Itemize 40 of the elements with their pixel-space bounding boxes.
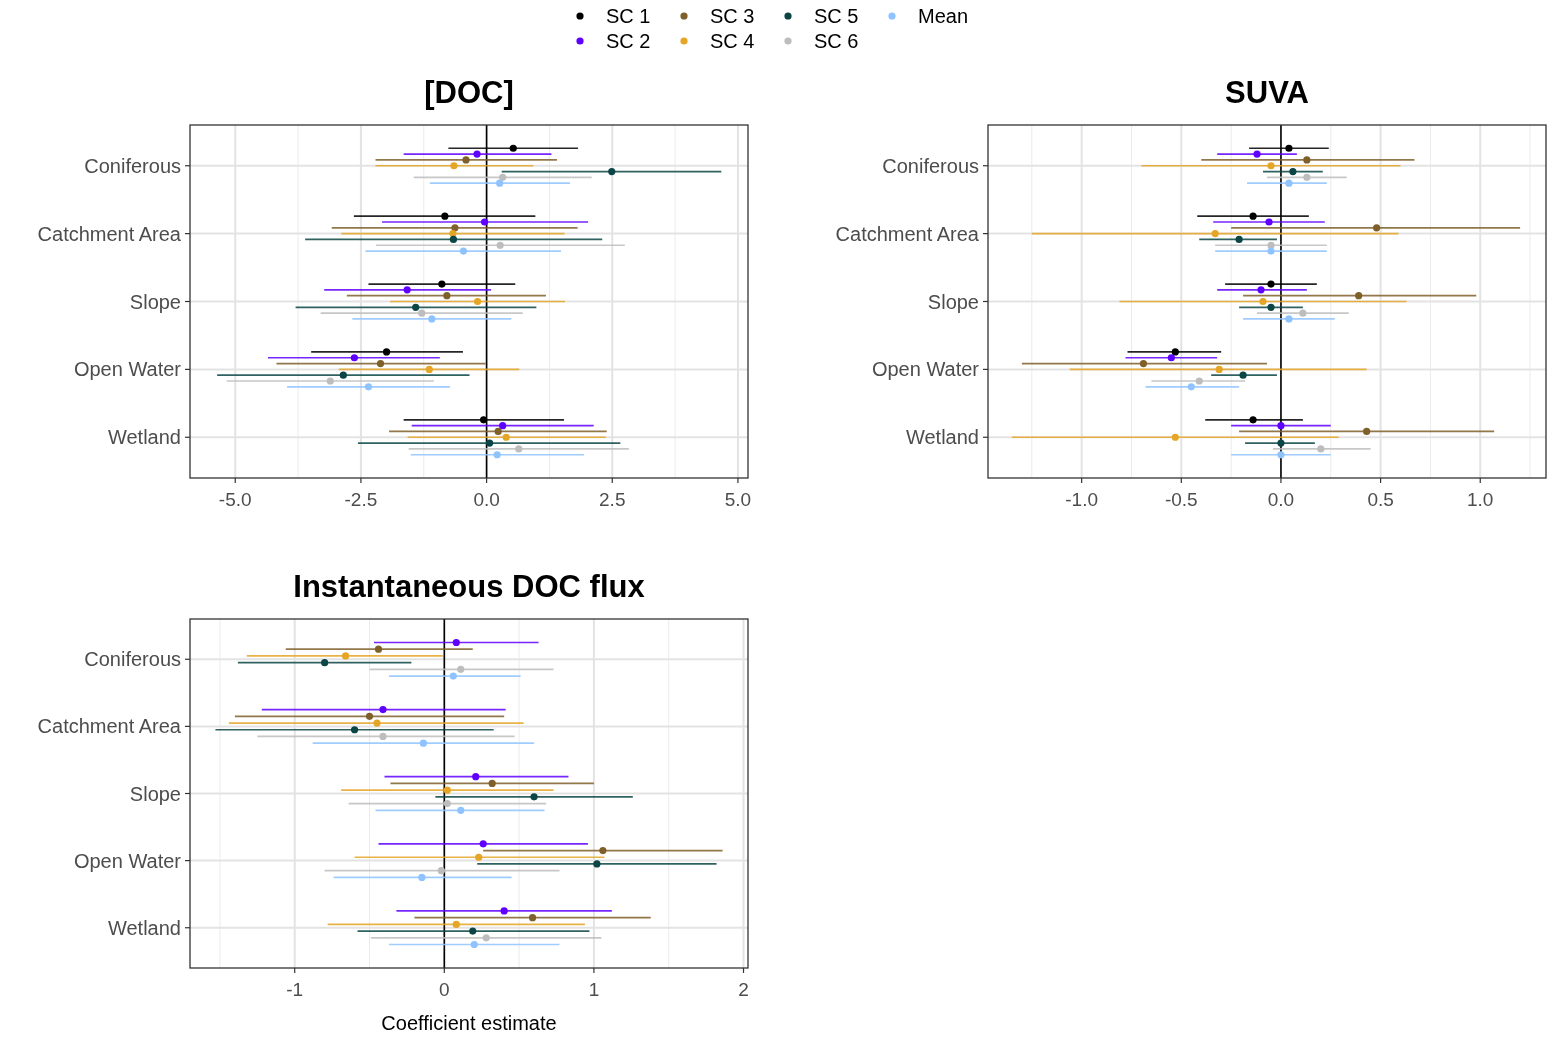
x-tick-label: 5.0 — [724, 489, 752, 510]
x-tick-label: -1.0 — [1065, 489, 1099, 510]
x-tick-label: 2.5 — [599, 489, 626, 510]
x-tick-label: 1.0 — [1467, 489, 1494, 510]
x-tick-label: 2 — [738, 979, 749, 1000]
chart-title: Instantaneous DOC flux — [293, 569, 646, 604]
x-tick-label: 1 — [588, 979, 600, 1000]
y-tick-label: Catchment Area — [835, 222, 980, 245]
y-tick-label: Coniferous — [882, 154, 979, 177]
x-axis-title: Coefficient estimate — [381, 1012, 557, 1034]
y-tick-label: Open Water — [73, 358, 182, 381]
legend-label: SC 6 — [814, 30, 859, 52]
legend-label: SC 5 — [814, 5, 859, 27]
x-tick-label: -2.5 — [344, 489, 378, 510]
y-tick-label: Catchment Area — [37, 715, 182, 738]
chart-title: SUVA — [1225, 75, 1309, 110]
chart-title: [DOC] — [424, 75, 514, 110]
y-tick-label: Wetland — [107, 426, 181, 449]
x-tick-label: 0.0 — [473, 489, 500, 510]
legend-label: SC 2 — [606, 30, 651, 52]
y-tick-label: Slope — [129, 290, 181, 313]
y-tick-label: Wetland — [107, 916, 181, 939]
y-tick-label: Coniferous — [84, 154, 181, 177]
y-tick-label: Coniferous — [84, 648, 181, 671]
x-tick-label: -5.0 — [218, 489, 252, 510]
y-tick-label: Slope — [129, 782, 181, 805]
x-tick-label: 0.0 — [1267, 489, 1295, 510]
y-tick-label: Slope — [927, 290, 979, 313]
y-tick-label: Wetland — [905, 426, 979, 449]
legend-label: Mean — [918, 5, 969, 27]
legend-label: SC 1 — [606, 5, 651, 27]
y-tick-label: Open Water — [73, 849, 182, 872]
x-tick-label: -1 — [286, 979, 304, 1000]
x-tick-label: 0 — [439, 979, 450, 1000]
x-tick-label: -0.5 — [1164, 489, 1198, 510]
legend-label: SC 3 — [710, 5, 755, 27]
legend-label: SC 4 — [710, 30, 755, 52]
y-tick-label: Catchment Area — [37, 222, 182, 245]
x-tick-label: 0.5 — [1367, 489, 1394, 510]
y-tick-label: Open Water — [871, 358, 980, 381]
